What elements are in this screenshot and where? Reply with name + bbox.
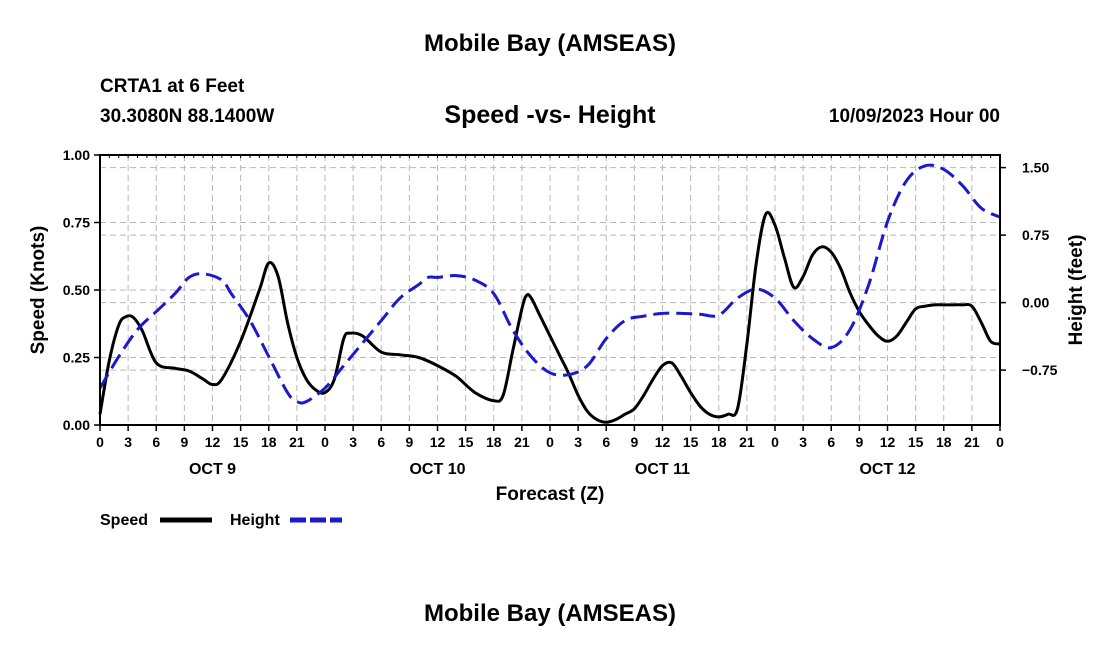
- legend-label-height: Height: [230, 512, 280, 529]
- x-tick-label: 9: [855, 434, 863, 450]
- x-tick-label: 15: [233, 434, 249, 450]
- y-tick-label: 0.50: [63, 282, 90, 298]
- x-tick-label: 12: [880, 434, 896, 450]
- x-tick-label: 0: [996, 434, 1004, 450]
- x-tick-label: 0: [321, 434, 329, 450]
- x-tick-label: 6: [827, 434, 835, 450]
- x-tick-label: 12: [655, 434, 671, 450]
- x-tick-label: 18: [261, 434, 277, 450]
- x-tick-label: 0: [771, 434, 779, 450]
- y-tick-label: 1.00: [63, 147, 90, 163]
- x-tick-label: 18: [711, 434, 727, 450]
- x-tick-label: 12: [430, 434, 446, 450]
- x-axis-label: Forecast (Z): [496, 484, 605, 505]
- x-tick-label: 3: [574, 434, 582, 450]
- x-tick-label: 18: [486, 434, 502, 450]
- x-tick-label: 15: [683, 434, 699, 450]
- day-label: OCT 11: [635, 461, 690, 478]
- x-tick-label: 3: [799, 434, 807, 450]
- x-tick-label: 3: [349, 434, 357, 450]
- y-tick-label: 0.25: [63, 350, 90, 366]
- day-label: OCT 10: [409, 461, 465, 478]
- y2-tick-label: −0.75: [1022, 362, 1058, 378]
- x-tick-label: 18: [936, 434, 952, 450]
- y2-axis-label: Height (feet): [1066, 235, 1087, 346]
- chart-main-title: Mobile Bay (AMSEAS): [423, 30, 677, 57]
- forecast-datetime: 10/09/2023 Hour 00: [828, 106, 1000, 127]
- x-tick-label: 0: [96, 434, 104, 450]
- day-label: OCT 12: [859, 461, 915, 478]
- y-tick-label: 0.00: [63, 417, 90, 433]
- x-tick-label: 21: [514, 434, 530, 450]
- grid-lines: [100, 155, 1000, 425]
- day-label: OCT 9: [189, 461, 236, 478]
- x-tick-label: 6: [377, 434, 385, 450]
- legend: Speed Height: [100, 512, 342, 529]
- y2-tick-label: 0.00: [1022, 295, 1049, 311]
- x-tick-label: 21: [964, 434, 980, 450]
- x-tick-label: 12: [205, 434, 221, 450]
- series-line-height: [98, 163, 1001, 405]
- x-tick-label: 9: [630, 434, 638, 450]
- y2-tick-label: 1.50: [1022, 160, 1049, 176]
- x-tick-label: 6: [152, 434, 160, 450]
- legend-label-speed: Speed: [100, 512, 148, 529]
- x-tick-label: 15: [908, 434, 924, 450]
- y2-tick-label: 0.75: [1022, 227, 1049, 243]
- x-tick-label: 9: [405, 434, 413, 450]
- chart-subtitle: Speed -vs- Height: [444, 101, 656, 129]
- station-coordinates: 30.3080N 88.1400W: [100, 106, 275, 127]
- footer-title: Mobile Bay (AMSEAS): [423, 600, 677, 627]
- y-tick-label: 0.75: [63, 215, 90, 231]
- x-tick-label: 21: [289, 434, 305, 450]
- x-tick-label: 0: [546, 434, 554, 450]
- x-tick-label: 6: [602, 434, 610, 450]
- x-tick-label: 3: [124, 434, 132, 450]
- y-axis-label: Speed (Knots): [28, 226, 49, 355]
- series-line-speed: [98, 210, 1001, 424]
- x-tick-label: 21: [739, 434, 755, 450]
- station-label: CRTA1 at 6 Feet: [100, 76, 245, 97]
- x-tick-label: 15: [458, 434, 474, 450]
- x-tick-label: 9: [180, 434, 188, 450]
